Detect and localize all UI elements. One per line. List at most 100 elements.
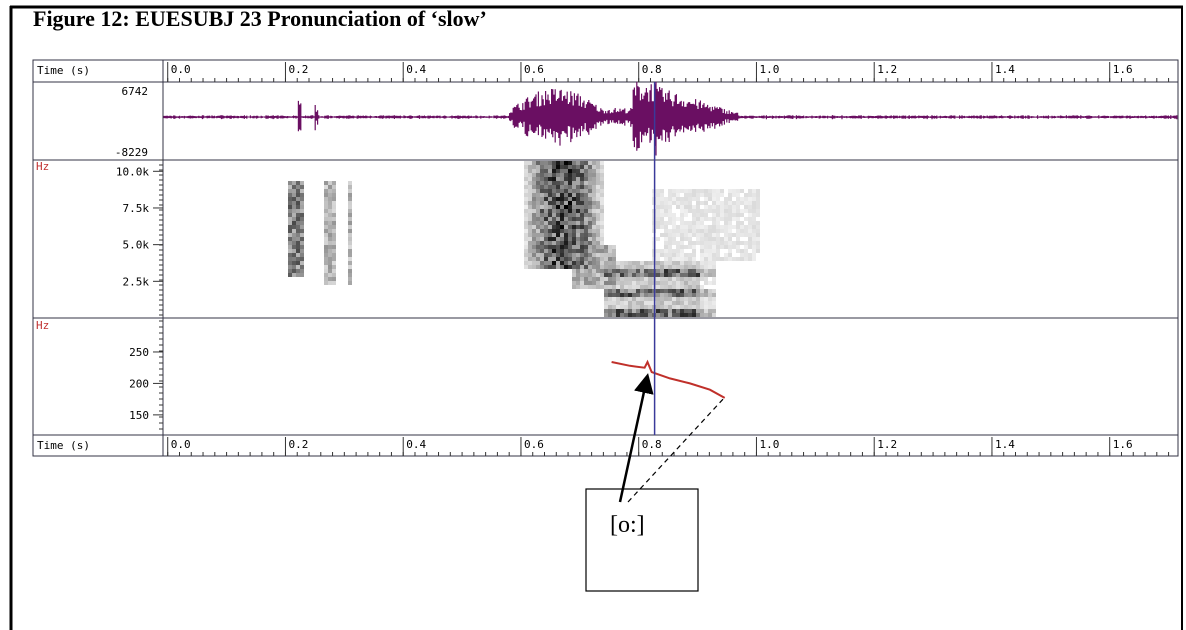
spec-cell (332, 241, 336, 245)
spec-cell (696, 225, 700, 229)
spec-cell (724, 217, 728, 221)
spec-cell (660, 305, 664, 309)
spec-cell (716, 209, 720, 213)
spec-cell (588, 261, 592, 265)
spec-cell (552, 193, 556, 197)
spec-cell (324, 209, 328, 213)
spec-cell (636, 273, 640, 277)
spec-cell (752, 225, 756, 229)
spec-cell (600, 281, 604, 285)
spec-cell (580, 169, 584, 173)
spec-cell (708, 293, 712, 297)
spec-cell (664, 245, 668, 249)
spec-cell (604, 257, 608, 261)
spec-cell (656, 257, 660, 261)
spec-cell (556, 229, 560, 233)
spec-cell (524, 213, 528, 217)
spec-cell (288, 209, 292, 213)
spec-cell (680, 265, 684, 269)
spec-cell (528, 241, 532, 245)
spec-cell (708, 237, 712, 241)
spec-cell (572, 265, 576, 269)
spec-cell (576, 253, 580, 257)
spec-cell (540, 205, 544, 209)
spec-cell (696, 265, 700, 269)
spec-cell (588, 169, 592, 173)
spec-cell (552, 229, 556, 233)
spec-cell (288, 181, 292, 185)
spec-cell (564, 253, 568, 257)
spec-cell (588, 253, 592, 257)
spec-cell (524, 185, 528, 189)
spec-cell (580, 285, 584, 289)
spec-cell (348, 221, 352, 225)
spec-cell (676, 301, 680, 305)
spec-cell (540, 245, 544, 249)
spec-cell (696, 201, 700, 205)
spec-cell (636, 293, 640, 297)
spec-cell (664, 269, 668, 273)
spec-cell (348, 193, 352, 197)
spec-cell (288, 249, 292, 253)
spec-cell (696, 313, 700, 317)
spec-cell (568, 205, 572, 209)
spec-cell (296, 241, 300, 245)
spec-cell (300, 253, 304, 257)
spec-cell (668, 261, 672, 265)
y-tick-label: 200 (129, 377, 149, 390)
spec-cell (532, 185, 536, 189)
spec-cell (704, 193, 708, 197)
spec-cell (540, 249, 544, 253)
spec-cell (748, 213, 752, 217)
time-tick-label: 0.0 (171, 438, 191, 451)
spec-cell (668, 221, 672, 225)
spec-cell (732, 217, 736, 221)
spec-cell (580, 237, 584, 241)
spec-cell (624, 285, 628, 289)
spec-cell (692, 293, 696, 297)
spec-cell (524, 197, 528, 201)
spec-cell (708, 305, 712, 309)
spec-cell (692, 257, 696, 261)
spec-cell (628, 305, 632, 309)
spec-cell (688, 261, 692, 265)
spec-cell (584, 181, 588, 185)
spec-cell (704, 273, 708, 277)
spec-cell (632, 265, 636, 269)
spec-cell (724, 237, 728, 241)
spec-cell (564, 201, 568, 205)
spec-cell (664, 225, 668, 229)
spec-cell (560, 237, 564, 241)
spec-cell (712, 197, 716, 201)
spec-cell (592, 213, 596, 217)
spec-cell (728, 237, 732, 241)
spec-cell (568, 213, 572, 217)
spec-cell (620, 305, 624, 309)
spec-cell (288, 273, 292, 277)
spec-cell (528, 213, 532, 217)
spec-cell (560, 177, 564, 181)
spec-cell (588, 213, 592, 217)
spec-cell (564, 161, 568, 165)
spec-cell (600, 201, 604, 205)
spec-cell (628, 297, 632, 301)
spec-cell (668, 245, 672, 249)
spec-cell (600, 173, 604, 177)
spec-cell (660, 193, 664, 197)
spec-cell (624, 289, 628, 293)
spec-cell (744, 217, 748, 221)
spec-cell (540, 213, 544, 217)
spec-cell (572, 233, 576, 237)
spec-cell (296, 221, 300, 225)
spec-cell (576, 213, 580, 217)
spec-cell (588, 201, 592, 205)
time-tick-label: 0.6 (524, 438, 544, 451)
spec-cell (756, 241, 760, 245)
spec-cell (624, 293, 628, 297)
spec-cell (664, 305, 668, 309)
spec-cell (596, 233, 600, 237)
spec-cell (672, 193, 676, 197)
spec-cell (660, 261, 664, 265)
spec-cell (572, 169, 576, 173)
spec-cell (664, 273, 668, 277)
